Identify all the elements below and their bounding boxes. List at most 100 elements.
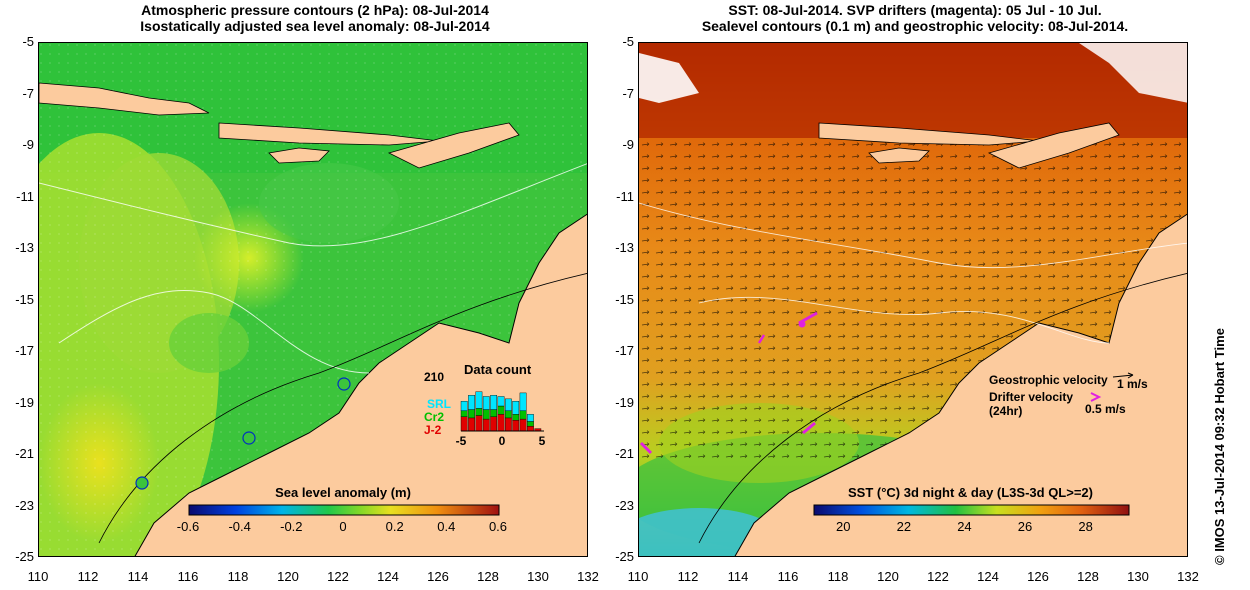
lat-tick-label: -11 [616, 188, 634, 204]
legend-j2: J-2 [424, 423, 442, 437]
colorbar-tick-label: 0.4 [437, 519, 456, 534]
data-count-bar [504, 417, 512, 432]
right-title-line2: Sealevel contours (0.1 m) and geostrophi… [701, 18, 1129, 34]
data-count-bar [460, 401, 468, 411]
lat-tick-label: -19 [615, 394, 634, 410]
data-count-bar [475, 415, 483, 432]
colorbar-tick-label: 20 [836, 519, 851, 534]
data-count-bar [468, 395, 475, 410]
drifter-track [757, 334, 766, 344]
lon-tick-label: 130 [527, 569, 549, 584]
colorbar-tick-label: 24 [957, 519, 972, 534]
drifter-track [802, 421, 816, 435]
left-title-line2: Isostatically adjusted sea level anomaly… [140, 18, 490, 34]
lon-tick-label: 116 [777, 569, 799, 584]
data-count-bar [490, 395, 498, 410]
lat-tick-label: -17 [615, 343, 634, 358]
data-count-max-label: 210 [424, 370, 444, 384]
lon-tick-label: 118 [227, 569, 249, 584]
lat-tick-label: -17 [15, 343, 34, 358]
australia-landmass-sst [734, 213, 1187, 556]
lon-tick-label: 124 [977, 569, 999, 584]
sst-colorbar-label: SST (°C) 3d night & day (L3S-3d QL>=2) [847, 485, 1093, 500]
lon-tick-label: 132 [577, 569, 599, 584]
geostrophic-scale: 1 m/s [1117, 377, 1148, 391]
lon-tick-label: 126 [427, 569, 449, 584]
timor-island [387, 122, 520, 169]
lat-tick-label: -7 [622, 85, 634, 101]
data-count-bar [512, 401, 520, 415]
sumba-island [268, 147, 330, 164]
lon-tick-label: 126 [1027, 569, 1049, 584]
data-count-bar [519, 410, 527, 420]
data-count-bar [519, 392, 527, 411]
right-panel-title: SST: 08-Jul-2014. SVP drifters (magenta)… [630, 2, 1200, 34]
lat-tick-label: -9 [622, 137, 634, 152]
australia-landmass [134, 213, 587, 556]
data-count-bar [504, 410, 512, 419]
data-count-bar [527, 426, 534, 432]
sea-level-map-svg: Data count 210 SRL Cr2 J-2 -5 0 5 [39, 43, 587, 556]
lon-tick-label: 112 [77, 569, 99, 584]
lat-tick-label: -25 [615, 549, 634, 564]
lat-tick-label: -23 [15, 497, 34, 513]
lat-tick-label: -23 [615, 497, 634, 513]
data-count-bar [490, 416, 498, 432]
data-count-bars [460, 391, 542, 432]
dc-xtick-neg5: -5 [456, 434, 467, 448]
data-count-bar [460, 410, 468, 417]
lat-tick-label: -19 [15, 394, 34, 410]
data-count-bar [519, 418, 527, 432]
colorbar-tick-label: 0.6 [488, 519, 508, 534]
lon-tick-label: 114 [727, 569, 749, 584]
data-count-bar [527, 414, 534, 422]
lon-tick-label: 110 [27, 569, 49, 584]
drifter-track [639, 441, 653, 455]
colorbar-tick-label: 0.2 [385, 519, 404, 534]
lat-tick-label: -7 [22, 85, 34, 101]
colorbar-tick-label: 0 [339, 519, 347, 534]
lon-tick-label: 120 [877, 569, 899, 584]
lon-tick-label: 124 [377, 569, 399, 584]
data-count-bar [468, 409, 475, 419]
lat-tick-label: -13 [615, 240, 634, 255]
lon-tick-label: 120 [277, 569, 299, 584]
data-count-bar [497, 405, 505, 415]
colorbar-tick-label: 22 [896, 519, 912, 534]
lat-tick-label: -15 [615, 291, 634, 307]
imos-credit: © IMOS 13-Jul-2014 09:32 Hobart Time [1212, 328, 1227, 565]
left-title-line1: Atmospheric pressure contours (2 hPa): 0… [141, 2, 489, 18]
left-panel-title: Atmospheric pressure contours (2 hPa): 0… [30, 2, 600, 34]
lon-tick-label: 116 [177, 569, 199, 584]
velocity-legend: Geostrophic velocity 1 m/s Drifter veloc… [989, 372, 1148, 418]
drifter-period: (24hr) [989, 404, 1022, 418]
data-count-bar [490, 409, 498, 417]
lon-tick-label: 122 [327, 569, 349, 584]
data-count-bar [475, 408, 483, 416]
lat-tick-label: -21 [15, 446, 34, 461]
data-count-bar [512, 414, 520, 421]
lat-tick-label: -11 [16, 188, 34, 204]
data-count-bar [482, 418, 490, 432]
lat-tick-label: -5 [22, 34, 34, 49]
lon-tick-label: 130 [1127, 569, 1149, 584]
drifter-scale-arrow [1090, 392, 1102, 402]
data-count-bar [504, 398, 512, 411]
colorbar-tick-label: -0.4 [228, 519, 251, 534]
lon-tick-label: 122 [927, 569, 949, 584]
lesser-sunda-islands [218, 122, 440, 146]
data-count-inset: Data count 210 SRL Cr2 J-2 -5 0 5 [424, 362, 546, 448]
data-count-bar [460, 416, 468, 432]
data-count-bar [468, 417, 475, 432]
legend-srl: SRL [427, 397, 451, 411]
drifter-scale: 0.5 m/s [1085, 402, 1126, 416]
lon-tick-label: 110 [627, 569, 649, 584]
dc-xtick-0: 0 [499, 434, 506, 448]
data-count-bar [482, 396, 490, 410]
data-count-bar [527, 421, 534, 427]
lon-tick-label: 128 [477, 569, 499, 584]
lon-tick-label: 112 [677, 569, 699, 584]
colorbar-tick-label: -0.2 [280, 519, 303, 534]
lat-tick-label: -15 [15, 291, 34, 307]
lat-tick-label: -25 [15, 549, 34, 564]
